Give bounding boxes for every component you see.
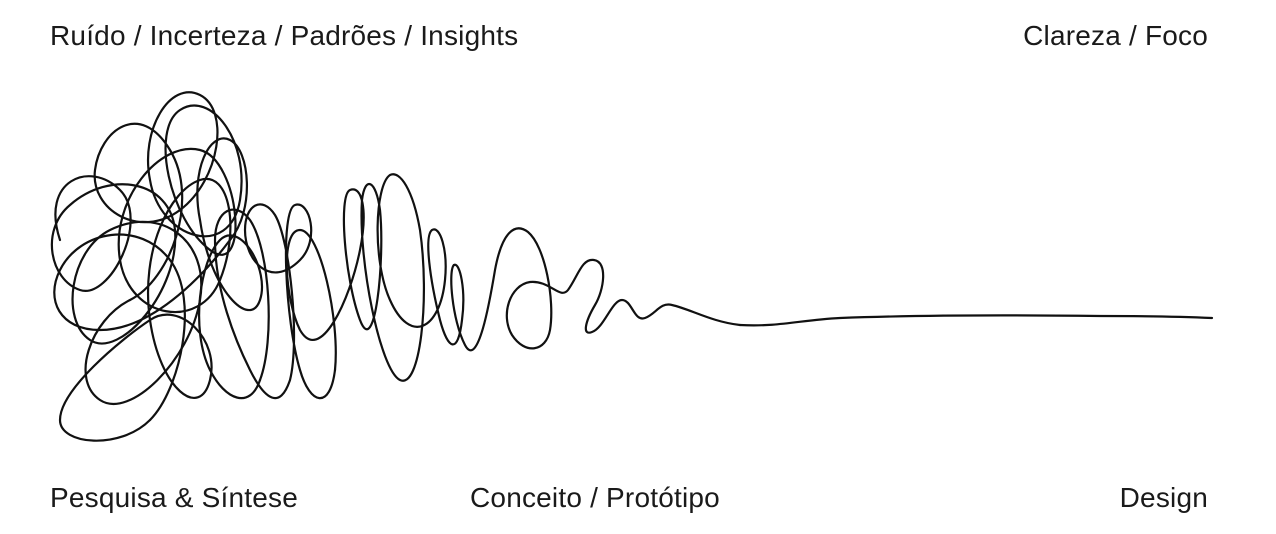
label-clarity-focus: Clareza / Foco (1023, 20, 1208, 51)
squiggle-waves (450, 227, 742, 352)
squiggle-tangle-5 (213, 203, 337, 400)
squiggle-tangle-2 (93, 91, 243, 302)
squiggle-straight-line (738, 314, 1214, 327)
squiggle-tangle-3 (58, 147, 237, 442)
label-design: Design (1119, 482, 1208, 513)
label-research-synthesis: Pesquisa & Síntese (50, 482, 298, 513)
squiggle-loops (285, 173, 465, 382)
label-concept-prototype: Conceito / Protótipo (470, 482, 720, 513)
squiggle-tangle-4 (53, 137, 263, 422)
label-noise-uncertainty: Ruído / Incerteza / Padrões / Insights (50, 20, 519, 51)
